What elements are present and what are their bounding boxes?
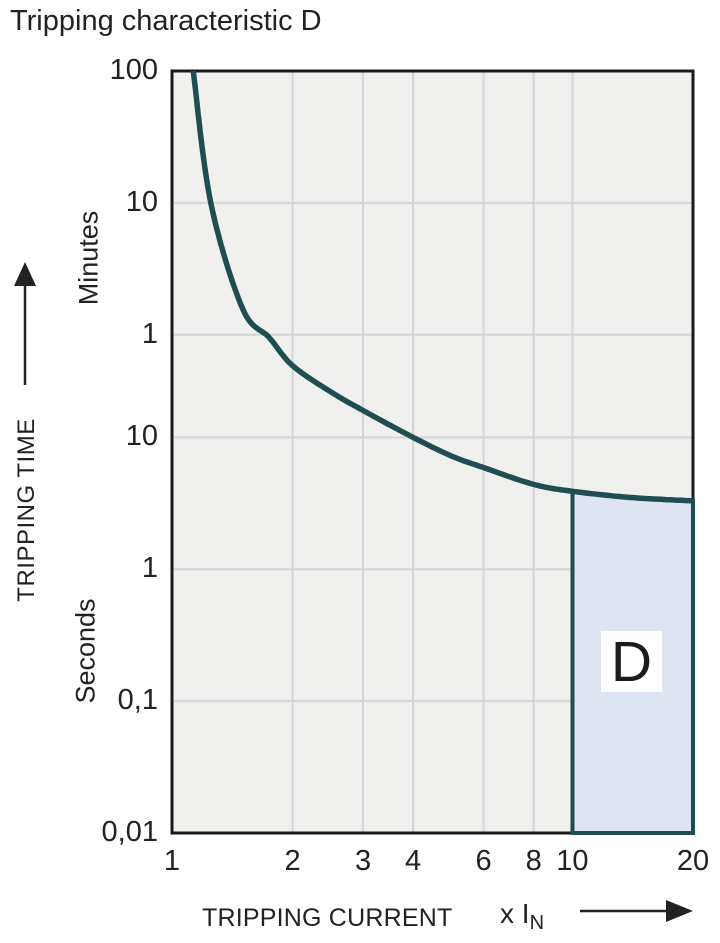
x-tick-label: 1 <box>163 845 181 877</box>
y-tick-label: 1 <box>141 552 158 585</box>
tripping-curve <box>190 70 694 504</box>
y-tick-label: 0,01 <box>101 815 158 848</box>
y-tick-label: 0,1 <box>117 683 158 716</box>
plot-border <box>170 69 695 835</box>
y-tick-label: 10 <box>125 185 158 218</box>
x-axis-unit-subscript: N <box>529 912 545 934</box>
y-axis-title: TRIPPING TIME <box>13 418 40 602</box>
y-unit-seconds-label: Seconds <box>70 598 101 704</box>
chart-title: Tripping characteristic D <box>10 5 322 37</box>
x-tick-label: 4 <box>405 845 422 877</box>
x-axis-unit-label: x IN <box>500 898 544 935</box>
x-tick-label: 3 <box>354 845 372 877</box>
y-axis-arrow-icon <box>14 262 36 385</box>
x-tick-label: 8 <box>525 845 542 877</box>
x-tick-label: 6 <box>475 845 492 877</box>
x-axis-title: TRIPPING CURRENT <box>202 904 453 932</box>
x-tick-label: 2 <box>284 845 301 877</box>
x-axis-unit-prefix: x I <box>500 898 530 929</box>
y-tick-label: 100 <box>109 53 158 86</box>
y-tick-label: 10 <box>125 420 158 453</box>
y-tick-label: 1 <box>141 317 158 350</box>
x-axis-arrow-icon <box>580 900 693 922</box>
x-tick-label: 20 <box>676 845 710 877</box>
x-tick-label: 10 <box>556 845 589 877</box>
region-d-label: D <box>601 630 662 694</box>
y-unit-minutes-label: Minutes <box>73 210 104 306</box>
